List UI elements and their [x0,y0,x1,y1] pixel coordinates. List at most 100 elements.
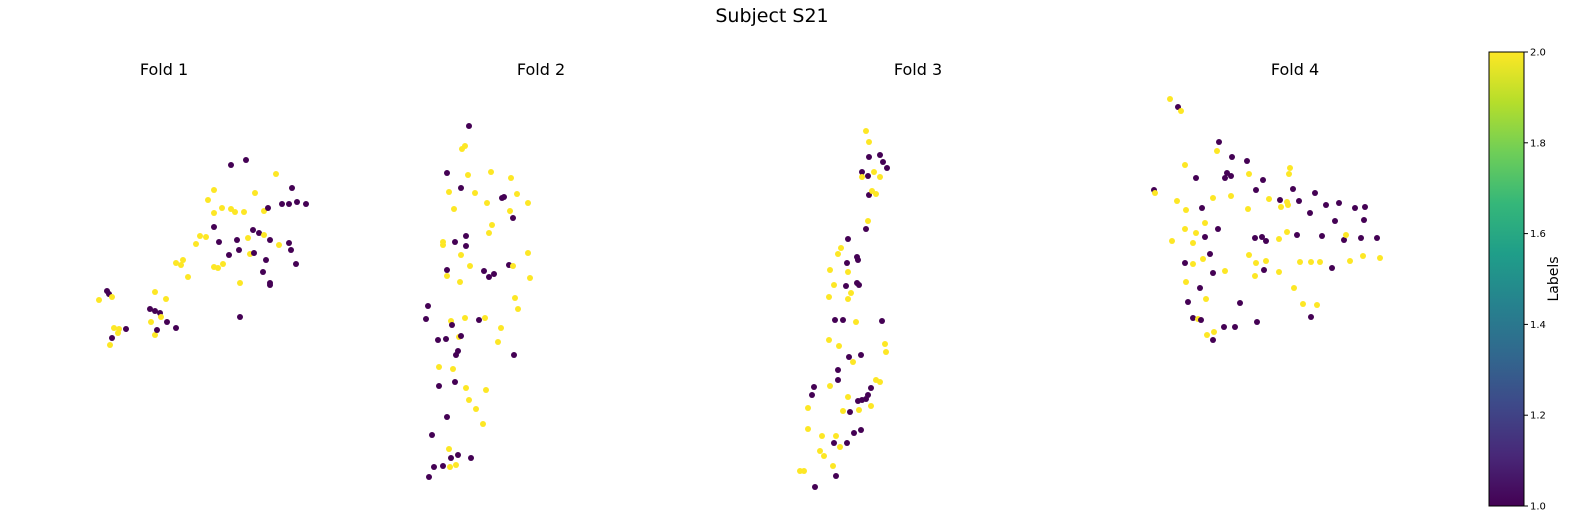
point-label-2 [178,262,184,268]
point-label-1 [444,414,450,420]
point-label-1 [844,440,850,446]
point-label-2 [211,187,217,193]
point-label-2 [1276,269,1282,275]
point-label-2 [826,337,832,343]
panel-title: Fold 3 [894,60,942,79]
point-label-1 [452,379,458,385]
point-label-1 [859,169,865,175]
point-label-1 [877,152,883,158]
point-label-2 [859,174,865,180]
point-label-1 [173,325,179,331]
point-label-1 [1312,190,1318,196]
point-label-2 [1210,195,1216,201]
point-label-1 [286,201,292,207]
point-label-2 [1152,190,1158,196]
point-label-2 [152,332,158,338]
point-label-1 [452,239,458,245]
point-label-2 [462,315,468,321]
point-label-2 [1291,285,1297,291]
point-label-2 [276,242,282,248]
point-label-1 [265,205,271,211]
point-label-2 [1246,171,1252,177]
point-label-2 [446,189,452,195]
point-label-1 [435,337,441,343]
point-label-1 [303,201,309,207]
point-label-1 [1197,285,1203,291]
point-label-1 [267,282,273,288]
point-label-2 [525,250,531,256]
point-label-2 [1245,206,1251,212]
point-label-1 [811,384,817,390]
point-label-1 [1202,234,1208,240]
point-label-1 [293,261,299,267]
panel-1: Fold 1 [96,60,309,348]
point-label-2 [817,448,823,454]
point-label-2 [1276,236,1282,242]
point-label-2 [510,263,516,269]
point-label-1 [455,452,461,458]
point-label-1 [856,282,862,288]
point-label-2 [840,408,846,414]
point-label-1 [1210,270,1216,276]
point-label-2 [837,444,843,450]
point-label-2 [877,379,883,385]
point-label-2 [1286,171,1292,177]
point-label-1 [481,268,487,274]
point-label-2 [1190,261,1196,267]
point-label-1 [234,237,240,243]
point-label-1 [294,199,300,205]
point-label-2 [1287,165,1293,171]
point-label-2 [1278,204,1284,210]
point-label-1 [812,484,818,490]
point-label-2 [877,174,883,180]
point-label-2 [830,463,836,469]
point-label-2 [173,260,179,266]
point-label-2 [488,169,494,175]
point-label-1 [1290,186,1296,192]
point-label-1 [455,348,461,354]
point-label-2 [805,426,811,432]
point-label-1 [1182,260,1188,266]
point-label-1 [154,327,160,333]
point-label-2 [1182,226,1188,232]
point-label-2 [508,175,514,181]
point-label-2 [495,339,501,345]
point-label-1 [463,233,469,239]
point-label-1 [844,260,850,266]
point-label-1 [486,274,492,280]
point-label-2 [1252,273,1258,279]
colorbar-tick-label: 1.4 [1530,320,1546,331]
point-label-2 [197,233,203,239]
point-label-1 [863,226,869,232]
point-label-1 [243,157,249,163]
point-label-1 [1207,251,1213,257]
panels: Fold 1 Fold 2 Fold 3 Fold 4 [96,60,1383,490]
point-label-1 [1244,158,1250,164]
point-label-2 [96,297,102,303]
point-label-1 [854,254,860,260]
panel-2: Fold 2 [423,60,565,480]
point-label-1 [1216,139,1222,145]
point-label-2 [836,343,842,349]
point-label-2 [848,290,854,296]
point-label-1 [256,230,262,236]
point-label-1 [443,336,449,342]
point-label-1 [831,440,837,446]
point-label-2 [463,385,469,391]
point-label-2 [489,222,495,228]
point-label-1 [279,201,285,207]
point-label-2 [838,245,844,251]
point-label-1 [1229,154,1235,160]
point-label-1 [431,464,437,470]
colorbar-ticks: 1.0 1.2 1.4 1.6 1.8 2.0 [1524,48,1546,513]
point-label-1 [458,185,464,191]
point-label-2 [856,407,862,413]
point-label-2 [465,172,471,178]
point-label-2 [480,421,486,427]
point-label-1 [1185,299,1191,305]
point-label-1 [468,455,474,461]
point-label-2 [1178,108,1184,114]
point-label-1 [260,269,266,275]
point-label-2 [459,146,465,152]
point-label-2 [863,128,869,134]
